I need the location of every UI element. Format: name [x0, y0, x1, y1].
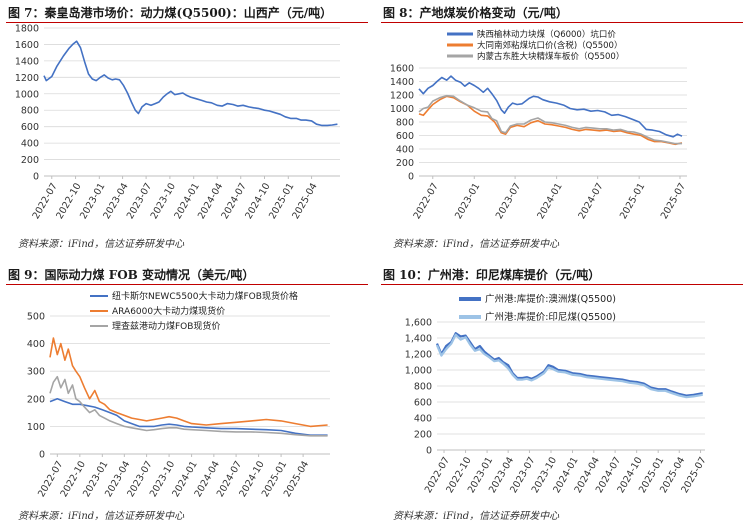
y-tick-label: 1200	[390, 91, 414, 102]
y-tick-label: 1200	[15, 73, 39, 84]
series-line-1	[435, 332, 703, 397]
figure-7-source: 资料来源：iFind，信达证券研发中心	[18, 239, 185, 250]
y-tick-label: 600	[21, 122, 39, 133]
legend-label-1: 纽卡斯尔NEWC5500大卡动力煤FOB现货价格	[112, 290, 298, 302]
x-tick-label: 2023-07	[494, 181, 523, 221]
y-tick-label: 0	[33, 172, 39, 183]
x-tick-label: 2022-07	[412, 181, 441, 221]
figure-8-title: 图 8：产地煤炭价格变动（元/吨）	[383, 6, 568, 20]
figure-9-title: 图 9：国际动力煤 FOB 变动情况（美元/吨）	[8, 268, 255, 282]
figure-7-title: 图 7：秦皇岛港市场价：动力煤(Q5500)：山西产（元/吨）	[8, 6, 333, 20]
x-tick-label: 2025-01	[618, 181, 647, 221]
y-tick-label: 0	[39, 450, 45, 461]
series-line-3	[49, 375, 328, 437]
series-line-1	[418, 75, 683, 138]
figure-8-panel: 图 8：产地煤炭价格变动（元/吨） 0 200 400 600 800 1000 1200 1…	[375, 0, 750, 262]
y-tick-label: 1400	[15, 56, 39, 67]
y-tick-label: 600	[396, 131, 414, 142]
figure-8-title-rule	[381, 22, 743, 23]
figure-10-panel: 图 10：广州港：印尼煤库提价（元/吨） 0 200 400 600 800 1,000 1…	[375, 262, 750, 524]
figure-9-panel: 图 9：国际动力煤 FOB 变动情况（美元/吨） 0 100 200 300 400 50…	[0, 262, 375, 524]
y-tick-label: 800	[21, 106, 39, 117]
figure-8-chart: 0 200 400 600 800 1000 1200 1400 1600 2022-07 2023…	[390, 29, 688, 221]
y-tick-label: 100	[27, 422, 45, 433]
series-line-3	[418, 94, 682, 145]
series-line-2	[435, 333, 703, 399]
figure-10-source: 资料来源：iFind，信达证券研发中心	[393, 511, 560, 522]
y-tick-label: 300	[27, 367, 45, 378]
legend-label-3: 内蒙古东胜大块精煤车板价（Q5500）	[477, 51, 624, 62]
figure-10-title-rule	[381, 284, 743, 285]
legend-label-1: 广州港:库提价:澳洲煤(Q5500)	[485, 293, 616, 305]
y-tick-label: 1000	[390, 104, 414, 115]
figure-10-title: 图 10：广州港：印尼煤库提价（元/吨）	[383, 268, 601, 282]
figure-7-chart: 0200400600800100012001400160018002022-07…	[15, 24, 340, 221]
y-tick-label: 1,200	[405, 350, 432, 361]
y-tick-label: 200	[414, 430, 432, 441]
y-tick-label: 600	[414, 398, 432, 409]
legend-label-1: 陕西榆林动力块煤（Q6000）坑口价	[477, 29, 616, 40]
y-tick-label: 1,000	[405, 366, 432, 377]
figure-8-source: 资料来源：iFind，信达证券研发中心	[393, 239, 560, 250]
series-line-1	[49, 398, 328, 436]
figure-7-title-rule	[6, 22, 368, 23]
y-tick-label: 1600	[15, 40, 39, 51]
y-tick-label: 0	[408, 172, 414, 183]
y-tick-label: 1600	[390, 64, 414, 75]
y-tick-label: 200	[21, 155, 39, 166]
y-tick-label: 800	[414, 382, 432, 393]
series-line-1	[43, 40, 338, 127]
x-tick-label: 2023-01	[453, 181, 482, 221]
y-tick-label: 400	[27, 339, 45, 350]
y-tick-label: 1000	[15, 89, 39, 100]
y-tick-label: 400	[414, 414, 432, 425]
y-tick-label: 200	[27, 394, 45, 405]
y-tick-label: 400	[21, 139, 39, 150]
figure-10-chart: 02004006008001,0001,2001,4001,6002022-07…	[405, 293, 709, 495]
x-tick-label: 2024-01	[535, 181, 564, 221]
y-tick-label: 1,400	[405, 334, 432, 345]
x-tick-label: 2025-07	[659, 181, 688, 221]
figure-9-chart: 01002003004005002022-072022-102023-01202…	[27, 290, 330, 499]
y-tick-label: 1800	[15, 24, 39, 35]
y-tick-label: 200	[396, 158, 414, 169]
figure-9-source: 资料来源：iFind，信达证券研发中心	[18, 511, 185, 522]
legend-label-2: 大同南郊粘煤坑口价(含税)（Q5500）	[477, 40, 622, 51]
legend-label-2: ARA6000大卡动力煤现货价	[112, 305, 225, 317]
figure-7-panel: 图 7：秦皇岛港市场价：动力煤(Q5500)：山西产（元/吨） 0 200 400 6…	[0, 0, 375, 262]
legend-label-3: 理查兹港动力煤FOB现货价	[112, 320, 220, 332]
y-tick-label: 0	[426, 446, 432, 457]
series-line-2	[418, 95, 683, 146]
y-tick-label: 1,600	[405, 318, 432, 329]
y-tick-label: 800	[396, 118, 414, 129]
series-line-2	[49, 337, 328, 428]
legend-label-2: 广州港:库提价:印尼煤(Q5500)	[485, 311, 616, 323]
y-tick-label: 500	[27, 312, 45, 323]
figure-9-title-rule	[6, 284, 368, 285]
x-tick-label: 2024-07	[576, 181, 605, 221]
y-tick-label: 400	[396, 145, 414, 156]
y-tick-label: 1400	[390, 77, 414, 88]
